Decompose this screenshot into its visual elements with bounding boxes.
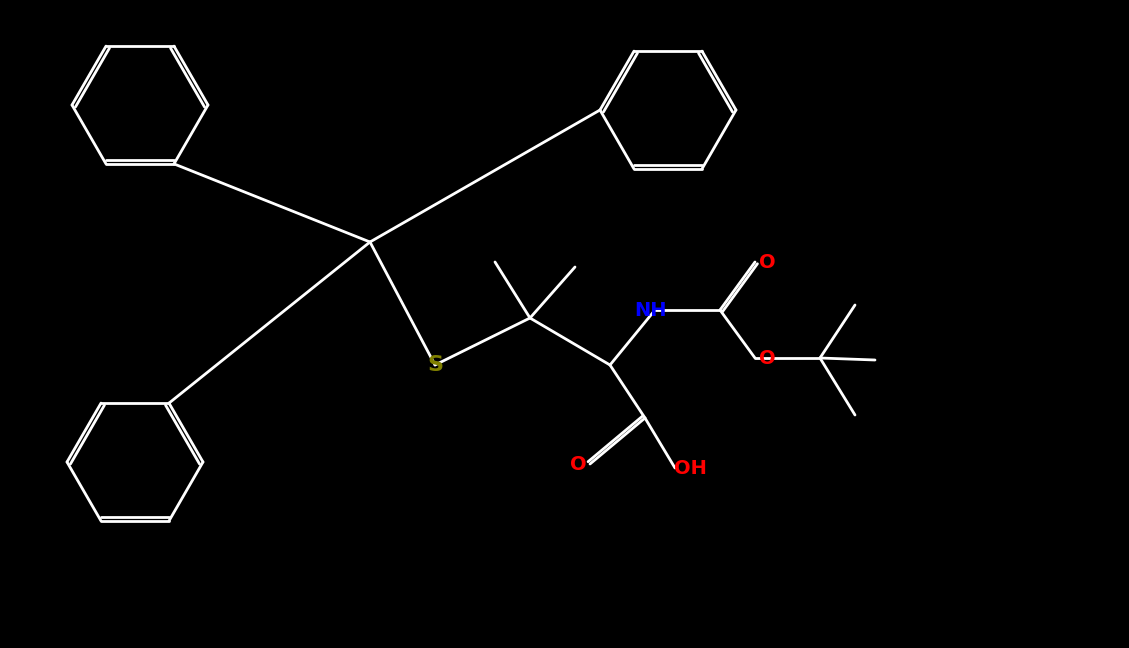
Text: OH: OH (674, 459, 707, 478)
Text: O: O (570, 454, 586, 474)
Text: S: S (427, 355, 443, 375)
Text: O: O (759, 349, 776, 367)
Text: NH: NH (633, 301, 666, 319)
Text: O: O (759, 253, 776, 272)
